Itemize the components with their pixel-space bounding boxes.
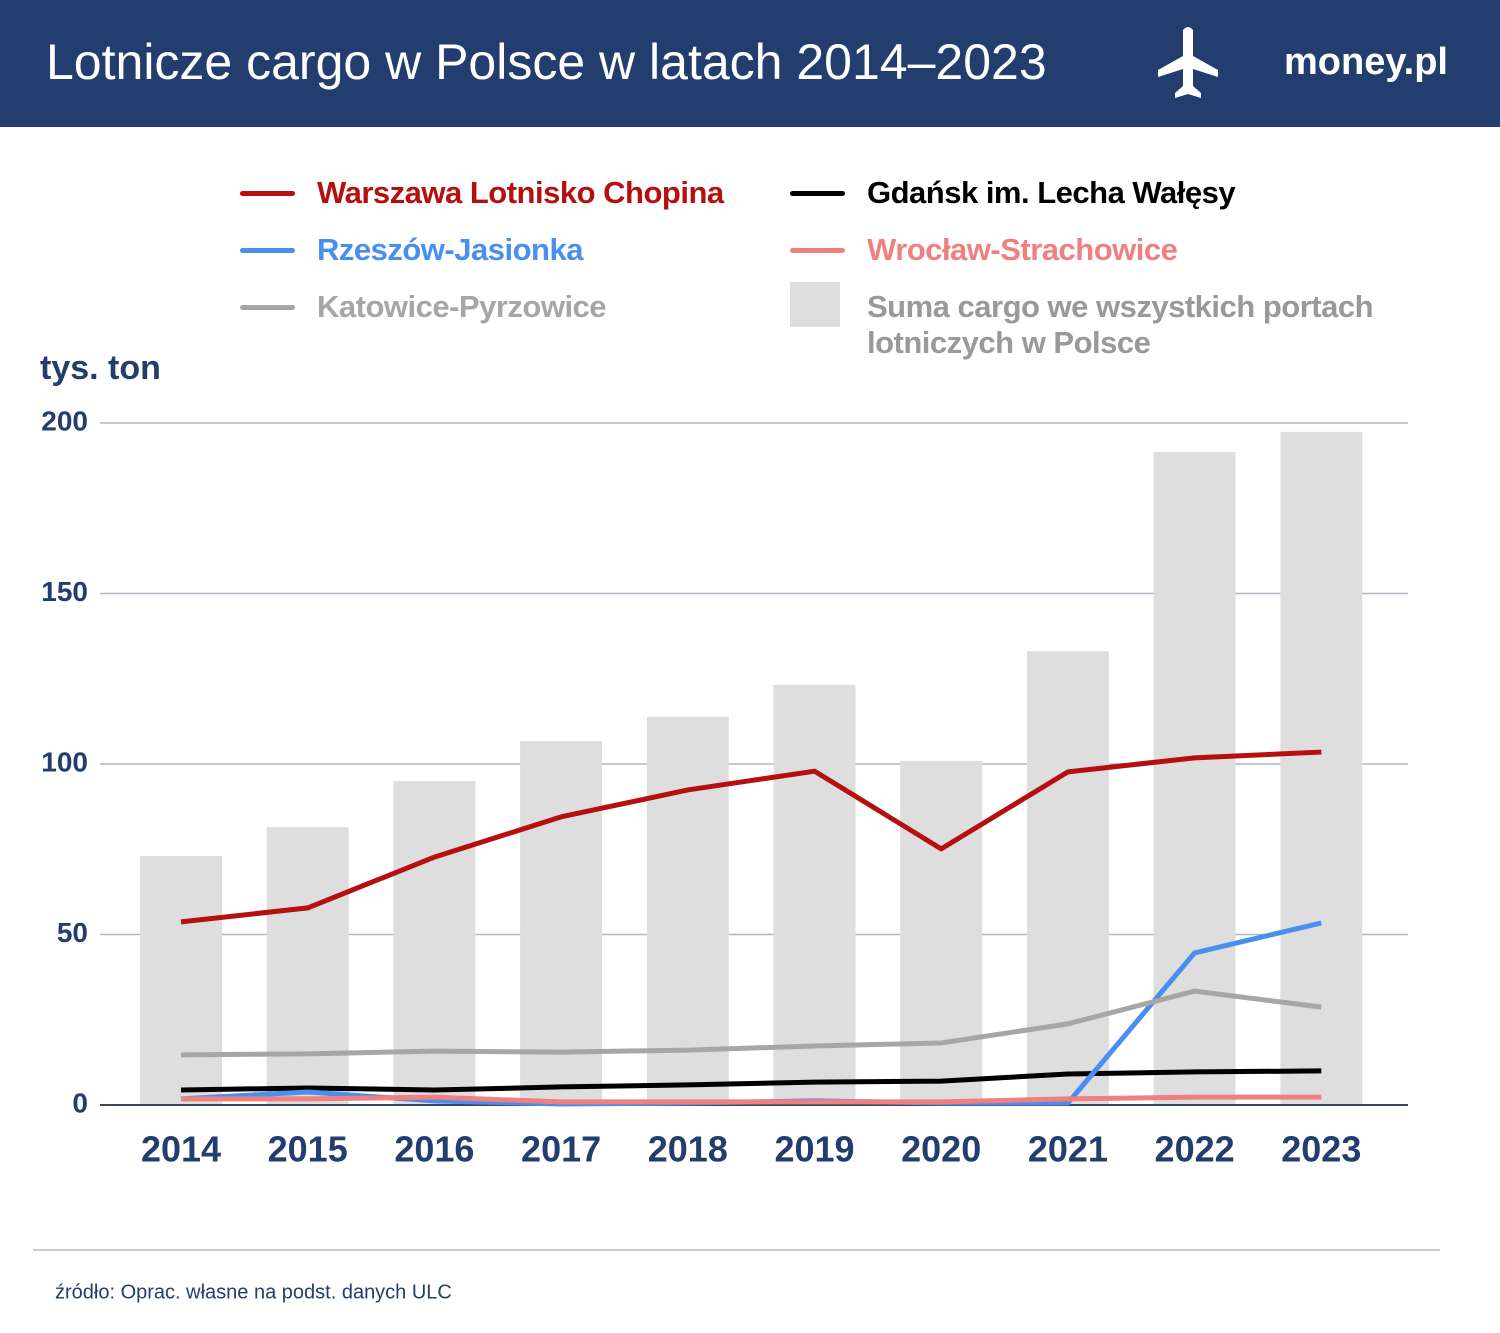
bar	[646, 716, 729, 1105]
legend-label: Suma cargo we wszystkich portach lotnicz…	[867, 289, 1374, 360]
line	[181, 1094, 1322, 1105]
legend-label: Wrocław-Strachowice	[867, 232, 1178, 267]
legend-swatch	[790, 191, 845, 196]
legend-swatch	[790, 248, 845, 253]
plane-icon	[1158, 27, 1218, 98]
x-tick-label: 2016	[394, 1129, 474, 1170]
x-tick-label: 2018	[648, 1129, 728, 1170]
x-tick-label: 2019	[774, 1129, 854, 1170]
x-tick-label: 2022	[1155, 1129, 1235, 1170]
line	[180, 1068, 1322, 1093]
bar	[1153, 451, 1236, 1105]
bar	[1280, 431, 1363, 1106]
x-tick-label: 2023	[1281, 1129, 1361, 1170]
bar	[266, 827, 349, 1105]
header-title: Lotnicze cargo w Polsce w latach 2014–20…	[46, 34, 1047, 90]
x-tick-label: 2020	[901, 1129, 981, 1170]
legend-label: Rzeszów-Jasionka	[317, 232, 583, 267]
x-tick-label: 2021	[1028, 1129, 1108, 1170]
line	[180, 988, 1322, 1058]
bar	[1026, 651, 1109, 1105]
y-axis-label: tys. ton	[40, 349, 161, 387]
legend-swatch	[240, 191, 295, 196]
header-bar	[0, 0, 1500, 127]
x-tick-label: 2014	[141, 1129, 221, 1170]
x-tick-label: 2017	[521, 1129, 601, 1170]
y-tick-label: 150	[41, 576, 88, 607]
brand: money.pl	[1284, 41, 1448, 83]
legend-swatch	[790, 282, 840, 327]
source: źródło: Oprac. własne na podst. danych U…	[55, 1281, 452, 1303]
legend-label: Gdańsk im. Lecha Wałęsy	[867, 175, 1236, 210]
bar	[900, 760, 983, 1105]
bar	[773, 684, 856, 1105]
line	[180, 749, 1322, 925]
legend-swatch	[240, 248, 295, 253]
legend-swatch	[240, 305, 295, 310]
bar	[393, 781, 476, 1105]
y-tick-label: 50	[57, 917, 88, 948]
y-tick-label: 200	[41, 405, 88, 436]
legend-label: Katowice-Pyrzowice	[317, 289, 607, 324]
line	[180, 920, 1322, 1107]
y-tick-label: 0	[72, 1087, 88, 1118]
bar	[520, 741, 603, 1105]
y-tick-label: 100	[41, 746, 88, 777]
bar	[140, 856, 222, 1105]
x-tick-label: 2015	[268, 1129, 348, 1170]
legend-label: Warszawa Lotnisko Chopina	[317, 175, 724, 210]
